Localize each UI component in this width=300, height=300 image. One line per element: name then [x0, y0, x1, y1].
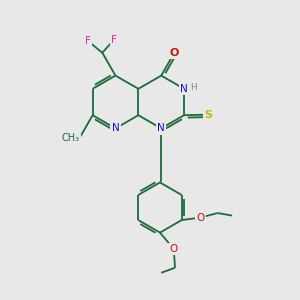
Text: CH₃: CH₃: [61, 133, 80, 143]
Text: F: F: [85, 36, 91, 46]
Text: N: N: [112, 123, 119, 134]
Text: F: F: [111, 34, 117, 44]
Text: N: N: [180, 84, 188, 94]
Text: N: N: [158, 123, 165, 134]
Text: O: O: [170, 48, 179, 58]
Text: O: O: [169, 244, 178, 254]
Text: H: H: [190, 83, 197, 92]
Text: O: O: [196, 213, 205, 223]
Text: S: S: [205, 110, 213, 120]
